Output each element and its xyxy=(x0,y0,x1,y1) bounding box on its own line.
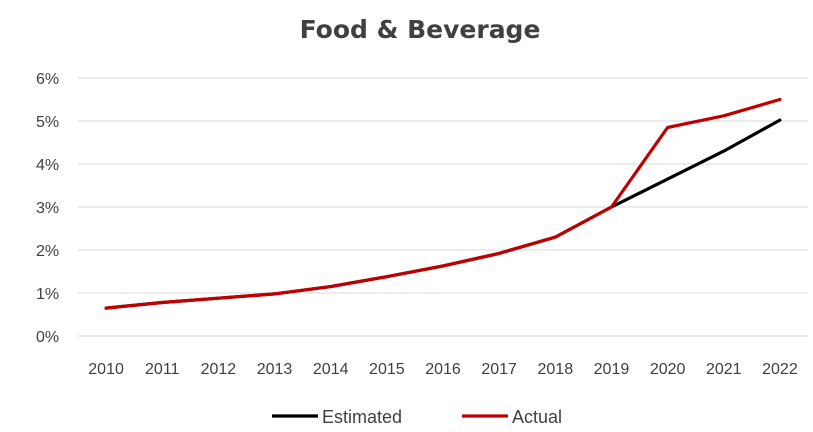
x-tick-label: 2020 xyxy=(650,361,686,378)
x-tick-label: 2021 xyxy=(706,361,742,378)
x-tick-label: 2010 xyxy=(88,361,124,378)
x-tick-label: 2017 xyxy=(481,361,517,378)
x-tick-label: 2022 xyxy=(762,361,798,378)
x-tick-label: 2011 xyxy=(145,361,180,378)
y-tick-label: 5% xyxy=(36,114,59,131)
y-tick-label: 1% xyxy=(36,286,59,303)
y-tick-label: 3% xyxy=(36,200,59,217)
series-line-estimated xyxy=(104,118,782,310)
x-tick-label: 2015 xyxy=(369,361,405,378)
y-tick-label: 0% xyxy=(36,329,59,346)
chart-title: Food & Beverage xyxy=(300,15,541,44)
x-tick-label: 2014 xyxy=(313,361,349,378)
y-tick-label: 6% xyxy=(36,71,59,88)
x-tick-label: 2019 xyxy=(594,361,630,378)
y-axis-tick-labels: 0% 1% 2% 3% 4% 5% 6% xyxy=(36,71,59,346)
series-lines xyxy=(104,97,782,310)
y-tick-label: 4% xyxy=(36,157,59,174)
series-line-actual xyxy=(104,97,782,310)
y-tick-label: 2% xyxy=(36,243,59,260)
x-axis-tick-labels: 2010 2011 2012 2013 2014 2015 2016 2017 2018 2019… xyxy=(88,361,798,378)
legend-label: Estimated xyxy=(322,407,402,427)
legend-label: Actual xyxy=(512,407,562,427)
x-tick-label: 2012 xyxy=(201,361,237,378)
x-tick-label: 2016 xyxy=(425,361,461,378)
x-tick-label: 2018 xyxy=(538,361,574,378)
x-tick-label: 2013 xyxy=(257,361,293,378)
gridlines xyxy=(78,77,808,337)
legend: Estimated Actual xyxy=(272,407,562,427)
